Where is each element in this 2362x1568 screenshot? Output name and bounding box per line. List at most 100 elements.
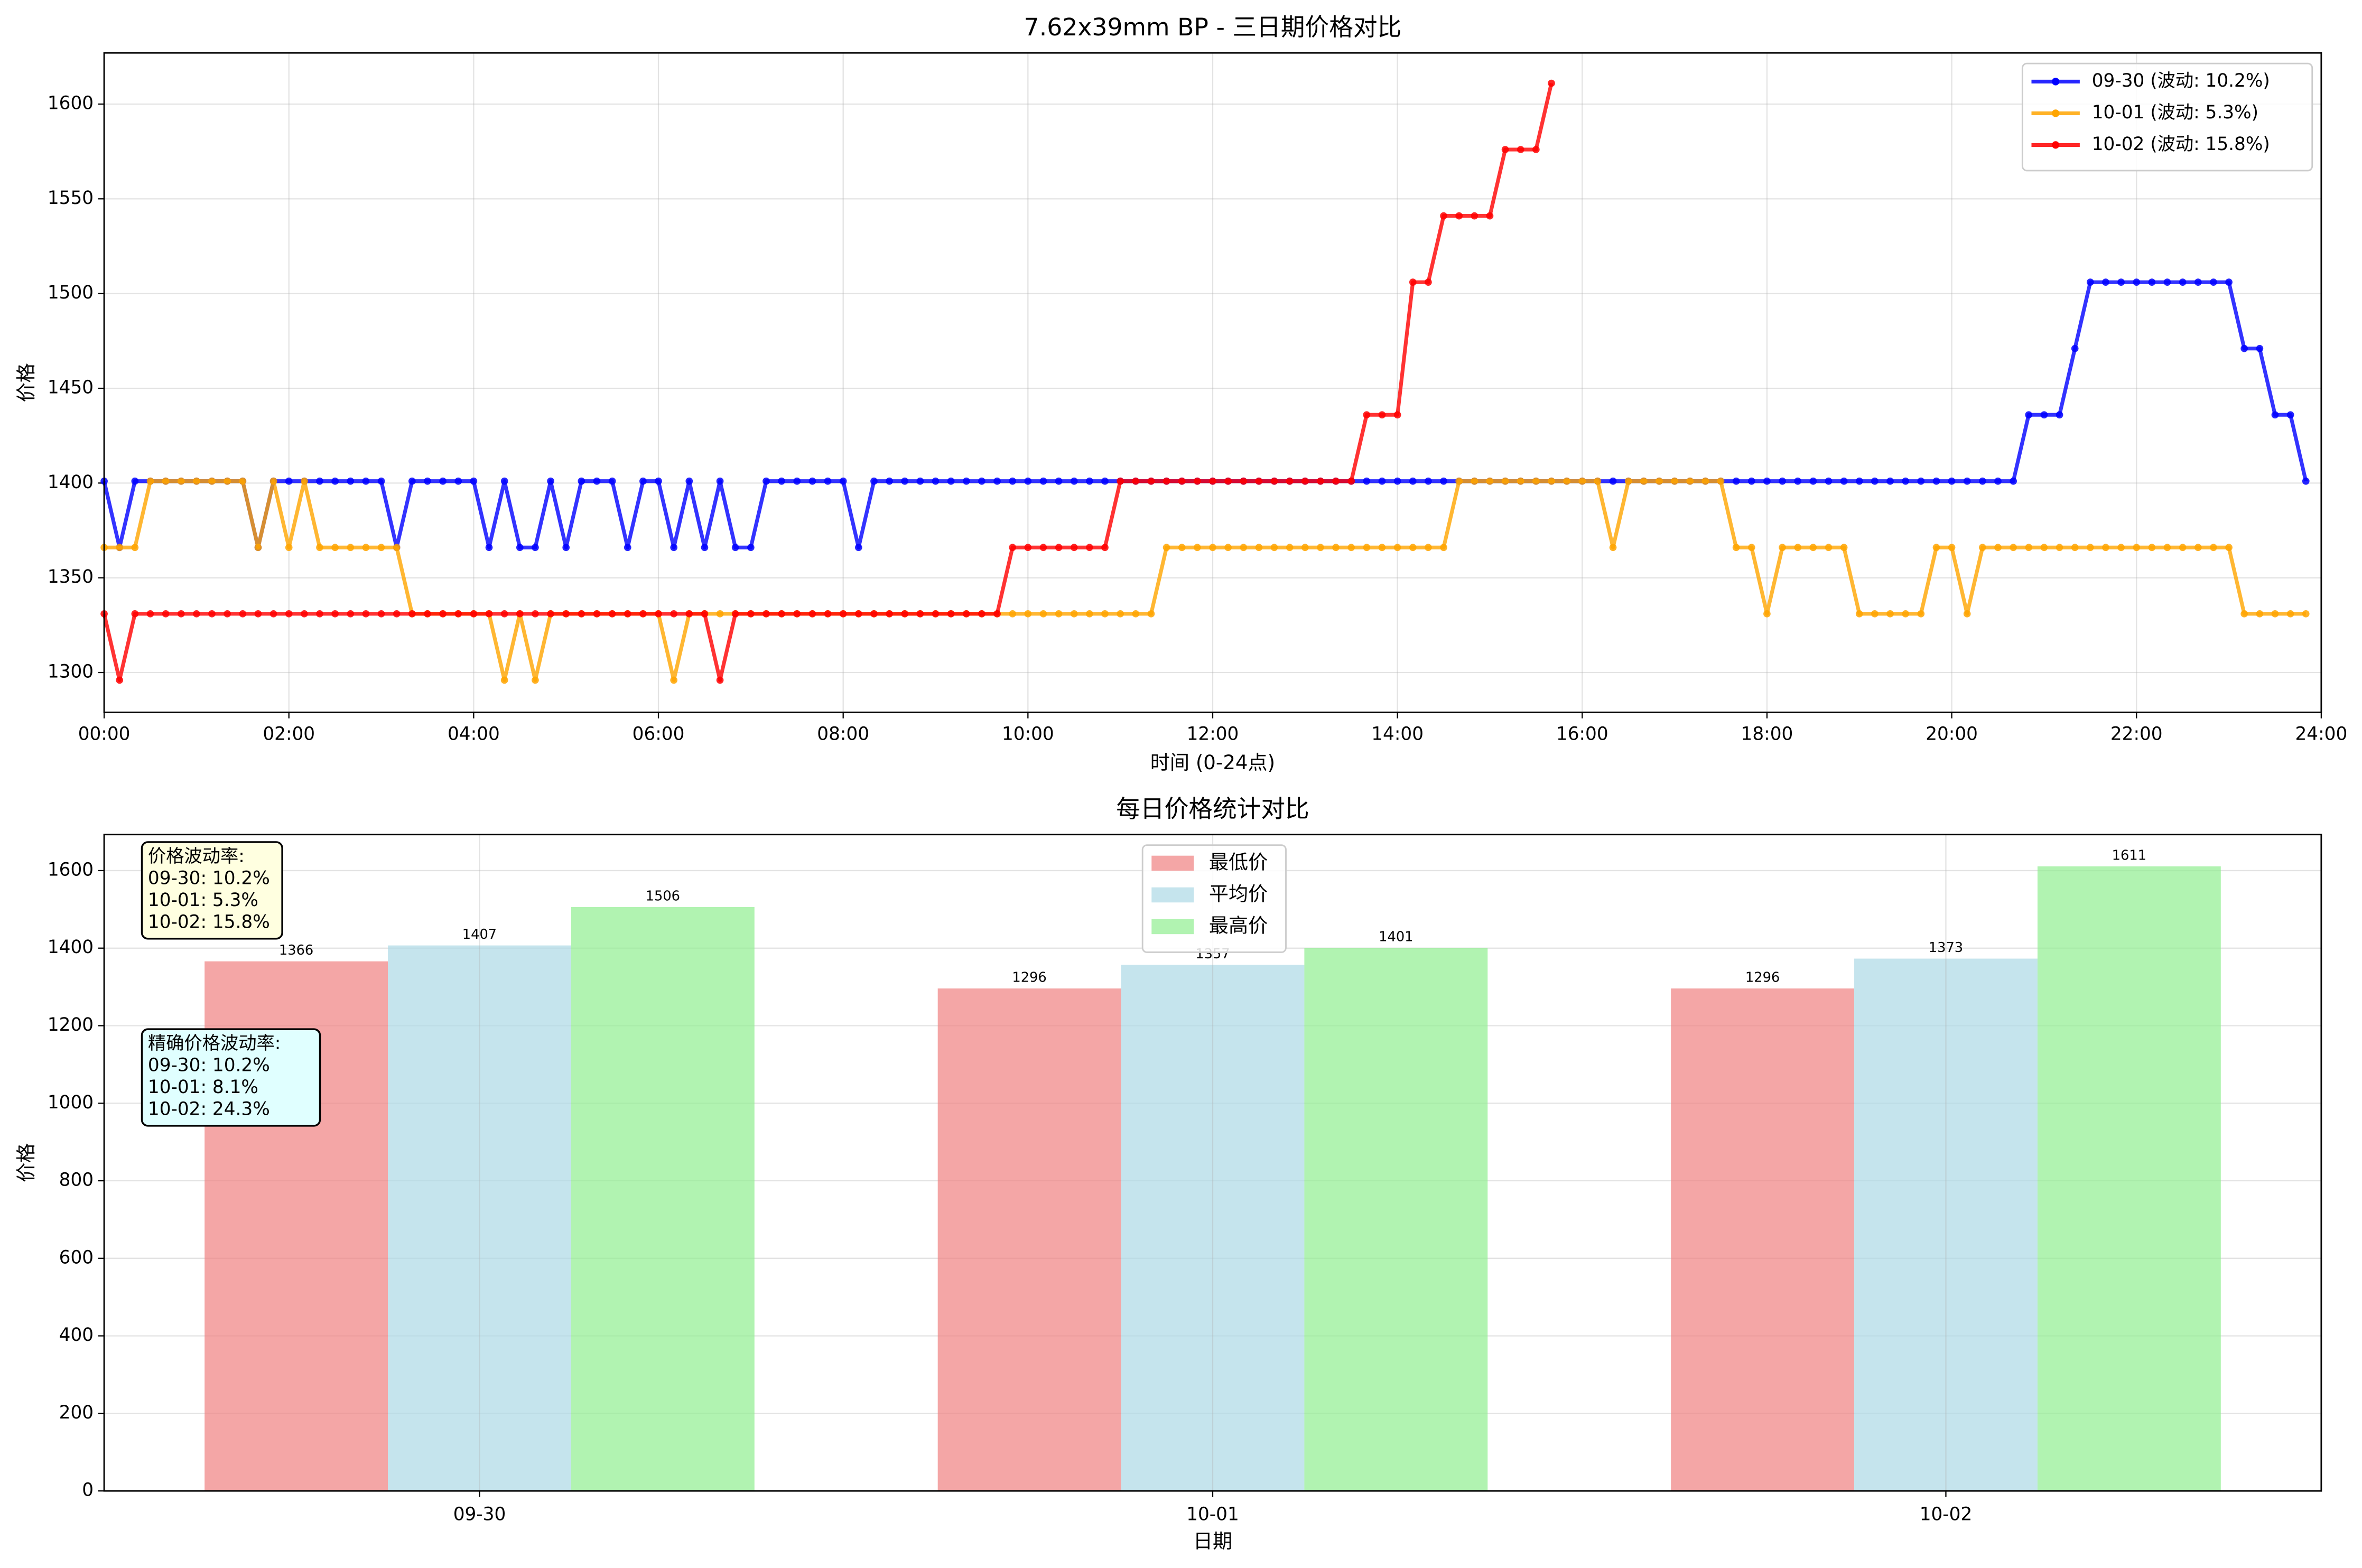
- data-point: [1548, 79, 1555, 87]
- data-point: [1240, 477, 1248, 485]
- bar: [1854, 958, 2038, 1491]
- data-point: [1086, 610, 1093, 618]
- data-point: [1594, 477, 1602, 485]
- plot-frame: [103, 834, 2322, 1492]
- legend-marker: [2052, 141, 2060, 149]
- data-point: [1409, 477, 1417, 485]
- data-point: [1240, 544, 1248, 552]
- data-point: [2148, 278, 2156, 286]
- data-point: [1794, 477, 1802, 485]
- data-point: [285, 477, 293, 485]
- data-point: [1609, 544, 1617, 552]
- data-point: [1378, 411, 1386, 419]
- data-point: [1039, 610, 1047, 618]
- data-point: [424, 477, 431, 485]
- data-point: [1548, 477, 1555, 485]
- data-point: [470, 610, 478, 618]
- x-axis-label: 日期: [1193, 1530, 1232, 1553]
- data-point: [1425, 477, 1432, 485]
- data-point: [1455, 212, 1463, 220]
- data-point: [500, 676, 508, 684]
- data-point: [1809, 477, 1817, 485]
- data-point: [1855, 610, 1863, 618]
- data-point: [1855, 477, 1863, 485]
- data-point: [239, 477, 247, 485]
- data-point: [2010, 477, 2017, 485]
- data-point: [162, 477, 170, 485]
- data-point: [1501, 477, 1509, 485]
- annotation-box: [141, 841, 283, 940]
- data-point: [1070, 610, 1078, 618]
- data-point: [1363, 477, 1371, 485]
- data-point: [1117, 477, 1124, 485]
- data-point: [1471, 477, 1478, 485]
- legend-swatch: [1151, 887, 1194, 903]
- data-point: [331, 544, 339, 552]
- data-point: [1686, 477, 1694, 485]
- data-point: [808, 477, 816, 485]
- data-point: [1932, 544, 1940, 552]
- data-point: [655, 610, 662, 618]
- data-point: [1193, 477, 1201, 485]
- data-point: [854, 610, 862, 618]
- data-point: [1101, 544, 1109, 552]
- data-point: [1070, 544, 1078, 552]
- data-point: [1979, 477, 1986, 485]
- x-tick-label: 04:00: [448, 724, 500, 745]
- bar-value-label: 1401: [1379, 929, 1413, 945]
- y-tick-label: 1450: [48, 377, 94, 398]
- data-point: [1440, 477, 1447, 485]
- legend-swatch: [1151, 919, 1194, 935]
- data-point: [793, 610, 801, 618]
- data-point: [1117, 610, 1124, 618]
- legend-label: 09-30 (波动: 10.2%): [2092, 70, 2270, 91]
- data-point: [2133, 544, 2141, 552]
- data-point: [701, 544, 709, 552]
- data-point: [1393, 477, 1401, 485]
- y-tick-label: 1400: [48, 472, 94, 493]
- y-tick-label: 1000: [48, 1092, 94, 1113]
- data-point: [285, 610, 293, 618]
- data-point: [424, 610, 431, 618]
- data-point: [239, 610, 247, 618]
- y-tick-label: 1550: [48, 188, 94, 209]
- y-tick-label: 1350: [48, 566, 94, 587]
- y-tick-label: 600: [59, 1247, 94, 1268]
- data-point: [116, 676, 124, 684]
- data-point: [1270, 544, 1278, 552]
- annotation-text: 09-30: 10.2%: [148, 867, 270, 889]
- data-point: [624, 544, 631, 552]
- data-point: [146, 477, 154, 485]
- data-point: [762, 477, 770, 485]
- data-point: [2056, 544, 2063, 552]
- data-point: [962, 477, 970, 485]
- data-point: [516, 610, 524, 618]
- data-point: [1132, 477, 1140, 485]
- data-point: [547, 477, 554, 485]
- annotation-text: 精确价格波动率:: [148, 1033, 281, 1054]
- data-point: [1332, 477, 1340, 485]
- data-point: [532, 610, 539, 618]
- data-point: [1363, 544, 1371, 552]
- data-point: [347, 610, 355, 618]
- data-point: [1224, 477, 1232, 485]
- data-point: [1101, 610, 1109, 618]
- legend-label: 最高价: [1209, 914, 1268, 937]
- data-point: [978, 477, 985, 485]
- data-point: [2286, 411, 2294, 419]
- data-point: [316, 477, 323, 485]
- data-point: [2210, 278, 2217, 286]
- data-point: [316, 610, 323, 618]
- legend-marker: [2052, 78, 2060, 86]
- data-point: [224, 610, 231, 618]
- data-point: [1517, 477, 1524, 485]
- x-tick-label: 10-01: [1186, 1504, 1239, 1525]
- data-point: [608, 477, 616, 485]
- y-tick-label: 1300: [48, 661, 94, 683]
- data-point: [454, 610, 462, 618]
- data-point: [1147, 477, 1155, 485]
- annotation-text: 09-30: 10.2%: [148, 1055, 270, 1076]
- data-point: [2302, 477, 2310, 485]
- data-point: [1332, 544, 1340, 552]
- x-tick-label: 10-02: [1920, 1504, 1973, 1525]
